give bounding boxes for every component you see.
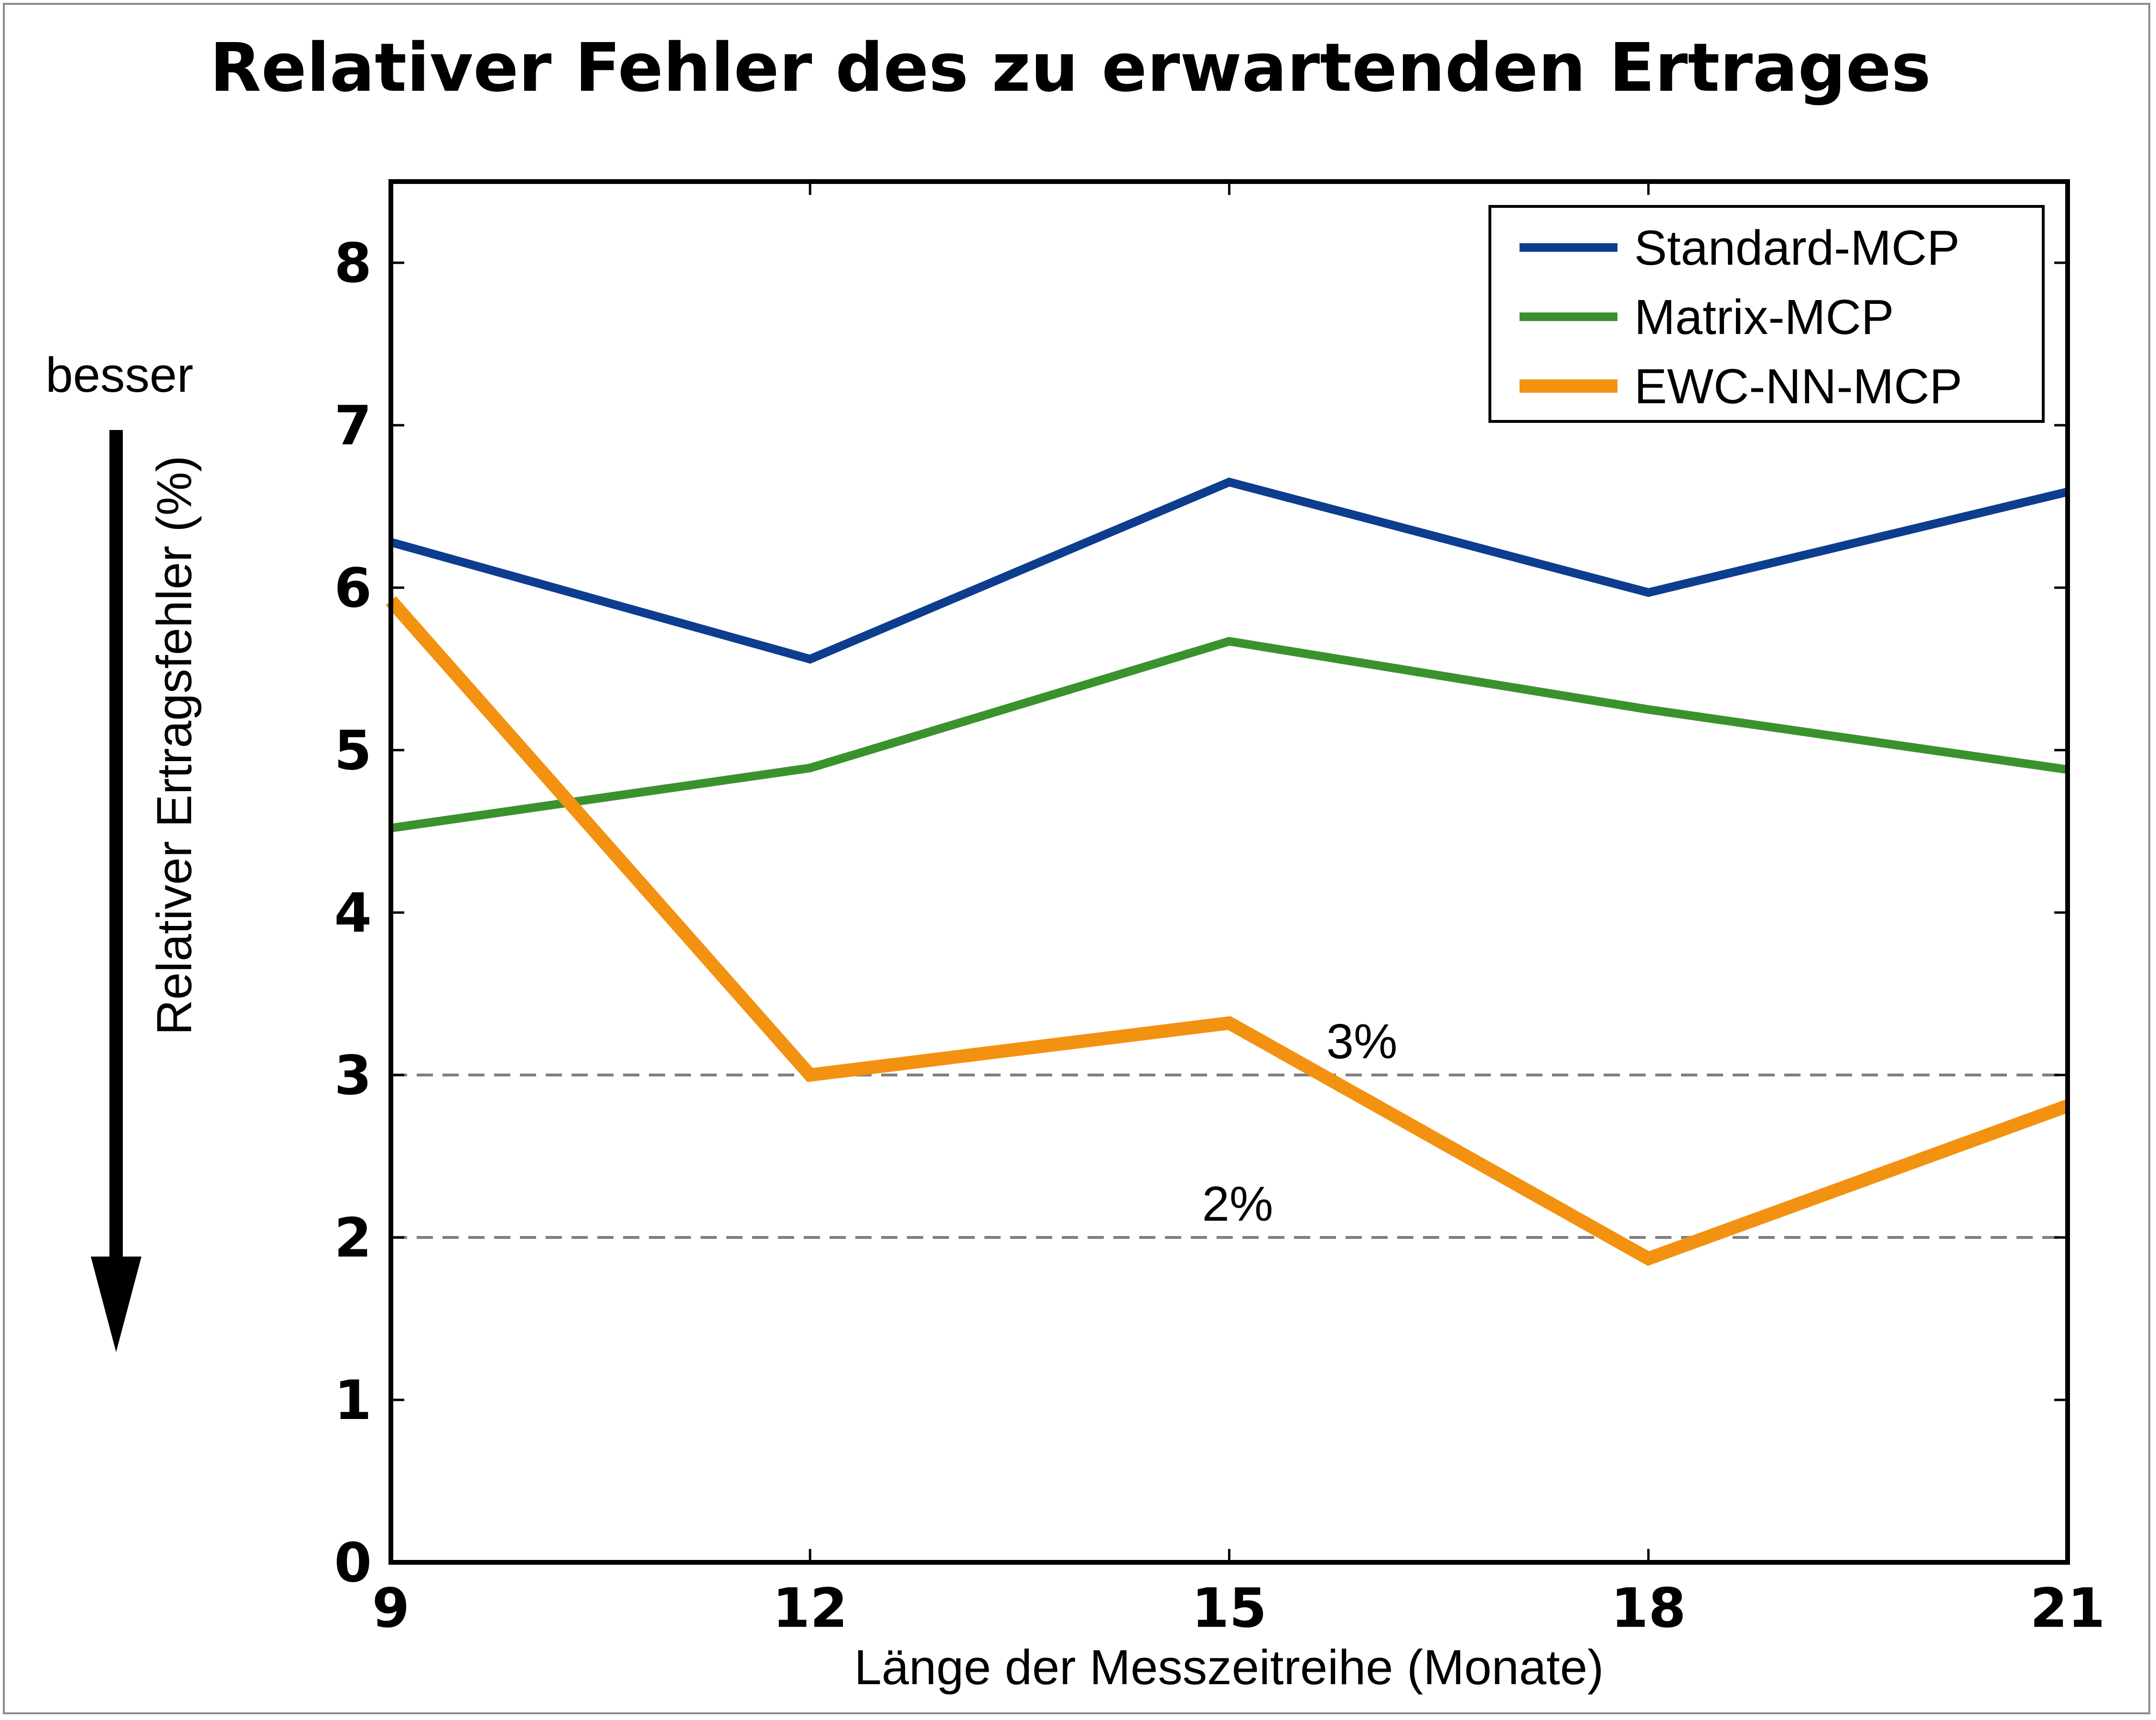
x-tick-label: 18 xyxy=(1611,1577,1686,1640)
x-tick-label: 15 xyxy=(1192,1577,1267,1640)
y-tick-label: 7 xyxy=(334,394,372,457)
legend-label: Standard-MCP xyxy=(1634,220,1960,275)
x-tick-label: 21 xyxy=(2030,1577,2105,1640)
y-tick-label: 3 xyxy=(334,1044,372,1107)
series-line xyxy=(390,636,2069,833)
legend-label: Matrix-MCP xyxy=(1634,290,1894,344)
legend: Standard-MCP Matrix-MCP EWC-NN-MCP xyxy=(1488,205,2045,423)
y-tick-label: 6 xyxy=(334,557,372,620)
better-arrow-head-icon xyxy=(91,1257,141,1352)
x-tick-label: 12 xyxy=(773,1577,848,1640)
axis-ticks xyxy=(389,182,2069,1564)
reference-line-label: 2% xyxy=(1202,1176,1273,1231)
reference-lines: 3% 2% xyxy=(391,1014,2068,1239)
x-axis-label: Länge der Messzeitreihe (Monate) xyxy=(854,1640,1604,1695)
y-tick-label: 8 xyxy=(334,232,372,295)
y-tick-label: 1 xyxy=(334,1369,372,1432)
better-annotation-label: besser xyxy=(45,347,193,402)
y-tick-labels: 0 1 2 3 4 5 6 7 8 xyxy=(334,232,372,1594)
y-tick-label: 0 xyxy=(334,1531,372,1594)
legend-label: EWC-NN-MCP xyxy=(1634,359,1962,414)
y-tick-label: 2 xyxy=(334,1206,372,1269)
chart-title: Relativer Fehler des zu erwartenden Ertr… xyxy=(210,29,1931,107)
y-tick-label: 5 xyxy=(334,719,372,782)
y-tick-label: 4 xyxy=(334,882,372,945)
x-tick-labels: 9 12 15 18 21 xyxy=(372,1577,2105,1640)
x-tick-label: 9 xyxy=(372,1577,410,1640)
series-line xyxy=(386,596,2070,1266)
y-axis-label: Relativer Ertragsfehler (%) xyxy=(147,455,202,1035)
series-line xyxy=(389,477,2069,664)
series-lines xyxy=(386,477,2070,1266)
reference-line-label: 3% xyxy=(1326,1014,1398,1069)
